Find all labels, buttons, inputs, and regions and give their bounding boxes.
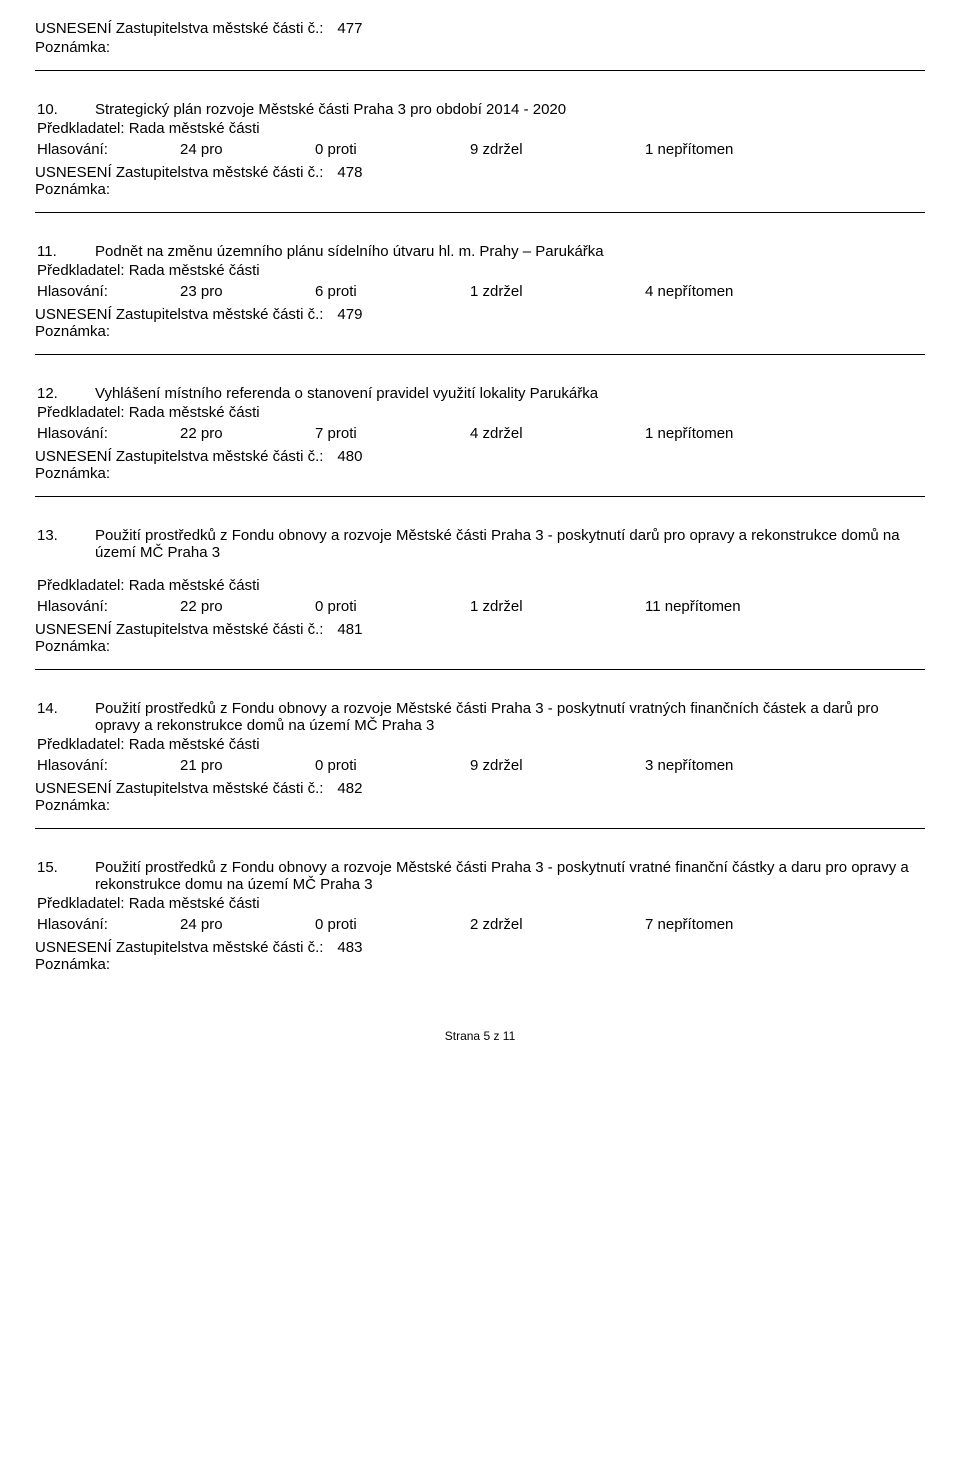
item-title-row: 12.Vyhlášení místního referenda o stanov… [35, 385, 925, 402]
resolution-label: USNESENÍ Zastupitelstva městské části č.… [35, 939, 323, 956]
item-title-row: 14.Použití prostředků z Fondu obnovy a r… [35, 700, 925, 734]
resolution-label: USNESENÍ Zastupitelstva městské části č.… [35, 448, 323, 465]
voting-label: Hlasování: [35, 916, 180, 933]
resolution-number: 483 [337, 939, 362, 956]
voting-row: Hlasování:22 pro0 proti1 zdržel11 nepřít… [35, 598, 925, 615]
item-title-row: 13.Použití prostředků z Fondu obnovy a r… [35, 527, 925, 561]
agenda-item: 11.Podnět na změnu územního plánu sídeln… [35, 212, 925, 340]
voting-row: Hlasování:24 pro0 proti9 zdržel1 nepříto… [35, 141, 925, 158]
resolution-line: USNESENÍ Zastupitelstva městské části č.… [35, 621, 925, 638]
vote-abstain: 1 zdržel [470, 283, 645, 300]
voting-label: Hlasování: [35, 283, 180, 300]
resolution-label: USNESENÍ Zastupitelstva městské části č.… [35, 780, 323, 797]
resolution-label: USNESENÍ Zastupitelstva městské části č.… [35, 20, 323, 37]
item-title: Použití prostředků z Fondu obnovy a rozv… [95, 859, 925, 893]
vote-abstain: 9 zdržel [470, 757, 645, 774]
submitter-line: Předkladatel: Rada městské části [37, 404, 925, 421]
item-title: Podnět na změnu územního plánu sídelního… [95, 243, 925, 260]
agenda-item: 12.Vyhlášení místního referenda o stanov… [35, 354, 925, 482]
resolution-line: USNESENÍ Zastupitelstva městské části č.… [35, 448, 925, 465]
submitter-line: Předkladatel: Rada městské části [37, 262, 925, 279]
submitter-line: Předkladatel: Rada městské části [37, 120, 925, 137]
vote-abstain: 1 zdržel [470, 598, 645, 615]
vote-for: 24 pro [180, 916, 315, 933]
vote-absent: 3 nepřítomen [645, 757, 925, 774]
item-number: 12. [35, 385, 95, 402]
resolution-number: 482 [337, 780, 362, 797]
vote-against: 0 proti [315, 757, 470, 774]
resolution-number: 481 [337, 621, 362, 638]
vote-abstain: 9 zdržel [470, 141, 645, 158]
resolution-line: USNESENÍ Zastupitelstva městské části č.… [35, 164, 925, 181]
note-label: Poznámka: [35, 181, 925, 198]
vote-against: 0 proti [315, 598, 470, 615]
resolution-label: USNESENÍ Zastupitelstva městské části č.… [35, 164, 323, 181]
vote-for: 22 pro [180, 425, 315, 442]
note-label: Poznámka: [35, 638, 925, 655]
vote-abstain: 4 zdržel [470, 425, 645, 442]
vote-for: 23 pro [180, 283, 315, 300]
top-resolution-block: USNESENÍ Zastupitelstva městské části č.… [35, 20, 925, 56]
resolution-line: USNESENÍ Zastupitelstva městské části č.… [35, 306, 925, 323]
agenda-item: 15.Použití prostředků z Fondu obnovy a r… [35, 828, 925, 973]
vote-for: 24 pro [180, 141, 315, 158]
resolution-number: 477 [337, 20, 362, 37]
voting-label: Hlasování: [35, 598, 180, 615]
resolution-label: USNESENÍ Zastupitelstva městské části č.… [35, 621, 323, 638]
item-title-row: 11.Podnět na změnu územního plánu sídeln… [35, 243, 925, 260]
note-label: Poznámka: [35, 39, 925, 56]
voting-row: Hlasování:21 pro0 proti9 zdržel3 nepříto… [35, 757, 925, 774]
vote-absent: 4 nepřítomen [645, 283, 925, 300]
item-title: Použití prostředků z Fondu obnovy a rozv… [95, 700, 925, 734]
item-number: 11. [35, 243, 95, 260]
item-title: Strategický plán rozvoje Městské části P… [95, 101, 925, 118]
note-label: Poznámka: [35, 956, 925, 973]
resolution-number: 479 [337, 306, 362, 323]
voting-row: Hlasování:24 pro0 proti2 zdržel7 nepříto… [35, 916, 925, 933]
note-label: Poznámka: [35, 465, 925, 482]
resolution-line: USNESENÍ Zastupitelstva městské části č.… [35, 20, 925, 37]
item-title-row: 10.Strategický plán rozvoje Městské část… [35, 101, 925, 118]
voting-label: Hlasování: [35, 141, 180, 158]
submitter-line: Předkladatel: Rada městské části [37, 577, 925, 594]
page-footer: Strana 5 z 11 [35, 1029, 925, 1043]
note-label: Poznámka: [35, 323, 925, 340]
resolution-label: USNESENÍ Zastupitelstva městské části č.… [35, 306, 323, 323]
agenda-item: 10.Strategický plán rozvoje Městské část… [35, 70, 925, 198]
spacer [35, 563, 925, 577]
agenda-item: 13.Použití prostředků z Fondu obnovy a r… [35, 496, 925, 655]
vote-absent: 11 nepřítomen [645, 598, 925, 615]
item-title: Použití prostředků z Fondu obnovy a rozv… [95, 527, 925, 561]
item-number: 13. [35, 527, 95, 544]
submitter-line: Předkladatel: Rada městské části [37, 736, 925, 753]
vote-against: 0 proti [315, 141, 470, 158]
voting-row: Hlasování:23 pro6 proti1 zdržel4 nepříto… [35, 283, 925, 300]
vote-against: 6 proti [315, 283, 470, 300]
note-label: Poznámka: [35, 797, 925, 814]
voting-row: Hlasování:22 pro7 proti4 zdržel1 nepříto… [35, 425, 925, 442]
resolution-line: USNESENÍ Zastupitelstva městské části č.… [35, 780, 925, 797]
resolution-number: 478 [337, 164, 362, 181]
item-title-row: 15.Použití prostředků z Fondu obnovy a r… [35, 859, 925, 893]
vote-against: 7 proti [315, 425, 470, 442]
vote-against: 0 proti [315, 916, 470, 933]
voting-label: Hlasování: [35, 425, 180, 442]
vote-absent: 1 nepřítomen [645, 425, 925, 442]
voting-label: Hlasování: [35, 757, 180, 774]
vote-for: 22 pro [180, 598, 315, 615]
submitter-line: Předkladatel: Rada městské části [37, 895, 925, 912]
resolution-line: USNESENÍ Zastupitelstva městské části č.… [35, 939, 925, 956]
vote-absent: 7 nepřítomen [645, 916, 925, 933]
vote-for: 21 pro [180, 757, 315, 774]
item-number: 14. [35, 700, 95, 717]
vote-absent: 1 nepřítomen [645, 141, 925, 158]
resolution-number: 480 [337, 448, 362, 465]
item-number: 10. [35, 101, 95, 118]
vote-abstain: 2 zdržel [470, 916, 645, 933]
agenda-item: 14.Použití prostředků z Fondu obnovy a r… [35, 669, 925, 814]
item-title: Vyhlášení místního referenda o stanovení… [95, 385, 925, 402]
item-number: 15. [35, 859, 95, 876]
